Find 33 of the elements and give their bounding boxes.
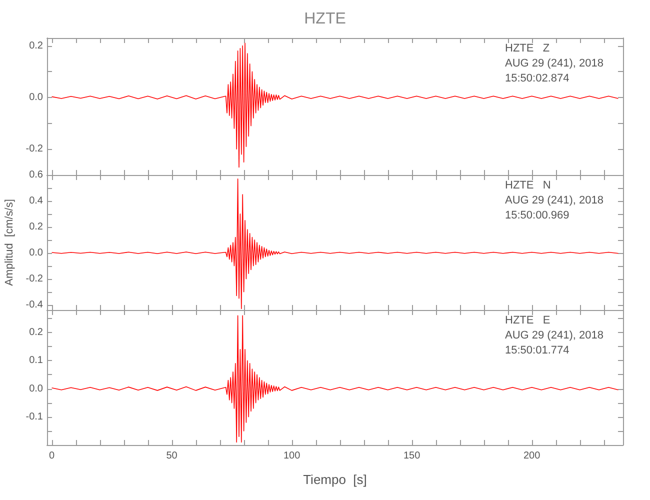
annotation: 15:50:02.874: [505, 72, 570, 84]
y-tick-label: -0.1: [26, 411, 44, 422]
y-tick-label: 0.2: [29, 40, 44, 52]
y-tick-label: 0.1: [29, 355, 44, 366]
y-tick-label: 0.4: [29, 195, 44, 206]
line-series: [51, 42, 619, 168]
y-tick-label: -0.2: [26, 273, 44, 284]
y-tick-label: 0.6: [29, 170, 44, 180]
x-tick-label: 100: [283, 450, 301, 462]
x-tick-label: 200: [523, 450, 541, 462]
annotation: AUG 29 (241), 2018: [505, 330, 604, 342]
chart-title: HZTE: [304, 10, 346, 28]
annotation: 15:50:00.969: [505, 210, 570, 222]
annotation: HZTE E: [505, 314, 550, 326]
annotation: 15:50:01.774: [505, 344, 570, 356]
x-tick-label: 50: [166, 450, 178, 462]
y-axis-title: Amplitud [cm/s/s]: [3, 199, 16, 286]
annotation: AUG 29 (241), 2018: [505, 58, 604, 70]
line-series: [51, 178, 619, 310]
y-tick-label: 0.2: [29, 327, 44, 338]
x-tick-label: 0: [49, 450, 56, 462]
y-tick-label: 0.0: [29, 383, 44, 394]
annotation: HZTE Z: [505, 42, 550, 54]
annotation: AUG 29 (241), 2018: [505, 194, 604, 206]
y-tick-label: -0.4: [26, 299, 44, 310]
x-axis-title: Tiempo [s]: [303, 472, 367, 487]
y-tick-label: 0.0: [29, 92, 44, 103]
x-tick-label: 150: [403, 450, 421, 462]
y-tick-label: 0.0: [29, 247, 44, 258]
annotation: HZTE N: [505, 180, 551, 192]
y-tick-label: 0.2: [29, 221, 44, 232]
line-series: [51, 315, 619, 443]
y-tick-label: -0.2: [26, 144, 44, 155]
